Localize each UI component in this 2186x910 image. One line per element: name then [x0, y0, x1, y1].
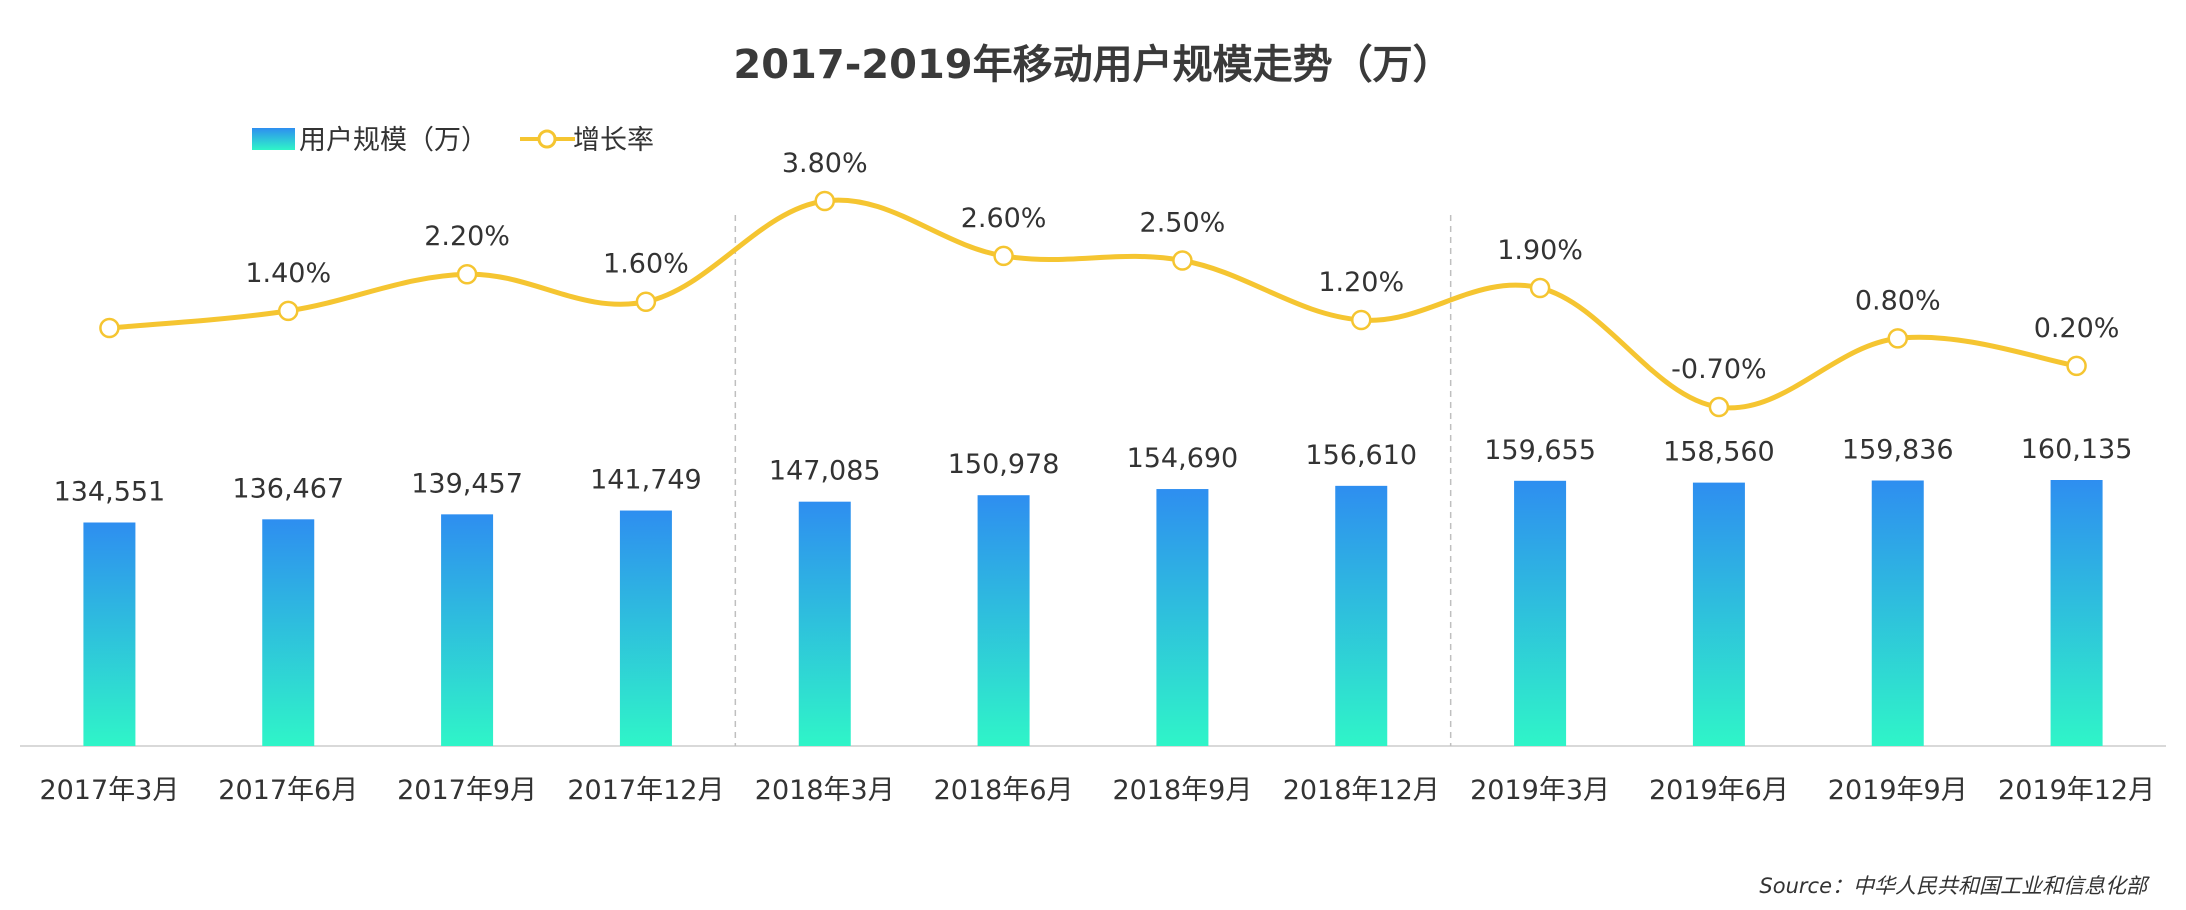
x-tick-label: 2018年9月: [1112, 775, 1252, 806]
legend-swatch-marker: [537, 129, 557, 149]
growth-rate-marker: [814, 190, 835, 212]
growth-rate-line: [109, 197, 2077, 411]
growth-rate-label: 1.20%: [1318, 267, 1404, 298]
bar-value-label: 139,457: [411, 468, 523, 499]
x-tick-label: 2019年3月: [1470, 775, 1610, 806]
bar: [262, 519, 315, 746]
bar: [1156, 489, 1209, 746]
bar: [1514, 480, 1567, 746]
x-tick-label: 2018年3月: [755, 775, 895, 806]
legend-label-line: 增长率: [573, 125, 654, 156]
bar: [1871, 480, 1924, 746]
bar: [977, 495, 1030, 746]
bar-value-label: 159,655: [1484, 435, 1596, 466]
bar: [619, 510, 672, 746]
growth-rate-marker: [1887, 328, 1908, 349]
growth-rate-label: 1.40%: [245, 258, 331, 289]
x-tick-label: 2019年12月: [1998, 775, 2155, 806]
x-tick-label: 2019年9月: [1828, 775, 1968, 806]
x-tick-label: 2019年6月: [1649, 775, 1789, 806]
x-tick-label: 2017年9月: [397, 775, 537, 806]
growth-rate-label: 1.90%: [1497, 235, 1583, 266]
source-note: Source：中华人民共和国工业和信息化部: [1759, 874, 2150, 898]
bar-value-label: 134,551: [54, 476, 166, 507]
bar: [1692, 482, 1745, 746]
growth-rate-marker: [2066, 355, 2087, 377]
growth-rate-marker: [635, 291, 657, 312]
bar-value-label: 150,978: [948, 449, 1060, 480]
growth-rate-marker: [993, 245, 1014, 267]
growth-rate-marker: [1708, 396, 1730, 418]
x-tick-label: 2018年6月: [934, 775, 1074, 806]
growth-rate-label: 2.60%: [961, 203, 1047, 234]
legend-swatch-bar: [252, 128, 295, 150]
growth-rate-label: 2.20%: [424, 221, 510, 252]
bar-value-label: 156,610: [1305, 440, 1417, 471]
x-tick-label: 2018年12月: [1283, 775, 1440, 806]
bar: [83, 522, 136, 746]
growth-rate-marker: [456, 263, 478, 285]
bar-value-label: 136,467: [232, 473, 344, 504]
growth-rate-label: 0.20%: [2034, 313, 2120, 344]
bar: [441, 514, 494, 746]
legend: 用户规模（万） 增长率: [252, 125, 654, 156]
growth-rate-marker: [99, 317, 120, 339]
bar-value-label: 160,135: [2021, 434, 2133, 465]
growth-rate-marker: [1172, 250, 1193, 271]
growth-rate-marker: [278, 300, 299, 322]
chart-title: 2017-2019年移动用户规模走势（万）: [733, 42, 1452, 88]
growth-rate-marker: [1529, 277, 1551, 299]
growth-rate-label: 2.50%: [1140, 208, 1226, 239]
bar-value-label: 154,690: [1127, 443, 1239, 474]
growth-rate-marker: [1351, 309, 1372, 331]
growth-rate-label: 3.80%: [782, 148, 868, 179]
bar: [1335, 485, 1388, 746]
x-tick-label: 2017年6月: [218, 775, 358, 806]
growth-rate-label: 1.60%: [603, 249, 689, 280]
x-tick-label: 2017年12月: [567, 775, 724, 806]
bar: [798, 501, 851, 746]
bar: [2050, 480, 2103, 746]
legend-label-bar: 用户规模（万）: [299, 125, 488, 156]
bar-value-label: 158,560: [1663, 437, 1775, 468]
plot-area: 134,551 2017年3月 136,467 2017年6月 139,457 2017年…: [20, 148, 2166, 806]
bar-value-label: 147,085: [769, 456, 881, 487]
bar-value-label: 159,836: [1842, 434, 1954, 465]
growth-rate-label: 0.80%: [1855, 285, 1941, 316]
x-tick-label: 2017年3月: [39, 775, 179, 806]
bar-value-label: 141,749: [590, 465, 702, 496]
growth-rate-label: -0.70%: [1671, 354, 1767, 385]
